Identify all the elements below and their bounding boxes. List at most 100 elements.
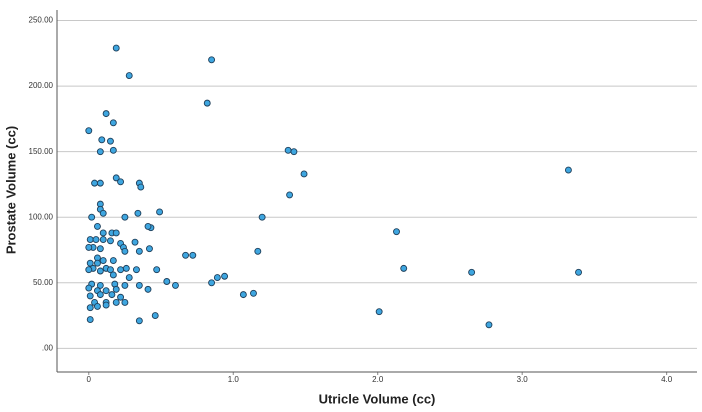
point	[208, 279, 216, 287]
point	[85, 284, 93, 292]
point	[96, 148, 104, 156]
point	[102, 110, 110, 118]
point	[135, 281, 143, 289]
point	[137, 183, 145, 191]
point	[86, 304, 94, 312]
point	[125, 72, 133, 80]
y-tick-label: .00	[42, 344, 54, 353]
point	[85, 266, 93, 274]
point	[131, 238, 139, 246]
y-axis-title: Prostate Volume (cc)	[3, 126, 18, 254]
point	[121, 247, 129, 255]
point	[117, 178, 125, 186]
point	[107, 266, 114, 274]
point	[125, 274, 133, 282]
point	[109, 146, 117, 154]
point	[112, 44, 120, 52]
point	[468, 268, 476, 276]
x-tick-label: 0	[87, 375, 92, 384]
point	[146, 245, 153, 253]
point	[86, 292, 94, 300]
point	[112, 174, 120, 182]
y-tick-label: 100.00	[29, 212, 54, 221]
point	[134, 209, 142, 217]
point	[156, 208, 164, 216]
point	[102, 287, 110, 295]
y-tick-label: 200.00	[29, 81, 54, 90]
point	[94, 302, 101, 310]
point	[213, 274, 221, 282]
point	[99, 209, 107, 217]
point	[239, 291, 247, 299]
point	[182, 251, 190, 259]
point	[122, 264, 130, 272]
point	[109, 119, 117, 127]
point	[96, 267, 104, 275]
point	[258, 213, 266, 221]
point	[284, 146, 292, 154]
point	[86, 236, 94, 243]
x-tick-label: 2.0	[372, 375, 384, 384]
y-tick-label: 150.00	[29, 147, 54, 156]
point	[109, 257, 117, 264]
point	[203, 99, 211, 107]
point	[96, 291, 104, 299]
point	[85, 243, 93, 251]
point	[250, 289, 257, 297]
point	[153, 266, 161, 274]
y-tick-label: 250.00	[29, 16, 54, 25]
point	[151, 312, 159, 320]
point	[117, 266, 125, 274]
point	[144, 285, 152, 293]
point	[121, 281, 129, 289]
point	[117, 293, 125, 301]
point	[92, 236, 100, 243]
point	[112, 299, 120, 306]
point	[102, 301, 110, 309]
point	[189, 251, 197, 259]
point	[286, 191, 294, 199]
point	[121, 299, 129, 306]
point	[172, 281, 179, 289]
point	[300, 170, 308, 178]
point	[85, 127, 93, 135]
point	[254, 247, 262, 255]
point	[96, 245, 104, 253]
point	[96, 179, 104, 187]
point	[290, 148, 298, 156]
point	[94, 259, 101, 267]
point	[112, 285, 120, 293]
point	[108, 291, 116, 299]
point	[485, 321, 493, 329]
x-tick-label: 3.0	[517, 375, 529, 384]
y-tick-label: 50.00	[33, 278, 54, 287]
point	[133, 266, 140, 274]
point	[98, 136, 106, 144]
point	[99, 236, 107, 243]
point	[94, 222, 101, 230]
point	[88, 213, 96, 221]
point	[91, 179, 99, 187]
point	[208, 56, 216, 64]
point	[96, 281, 104, 289]
point	[375, 308, 383, 316]
point	[86, 316, 94, 323]
point	[135, 247, 143, 255]
x-tick-label: 4.0	[661, 375, 673, 384]
x-tick-label: 1.0	[228, 375, 240, 384]
point	[163, 278, 171, 285]
point	[112, 229, 120, 237]
point	[564, 166, 572, 174]
point	[99, 229, 107, 237]
point	[135, 317, 143, 325]
point	[107, 237, 114, 245]
point	[99, 257, 107, 264]
point	[393, 228, 400, 236]
point	[109, 271, 117, 279]
point	[144, 222, 152, 230]
x-axis-title: Utricle Volume (cc)	[319, 391, 436, 406]
point	[86, 259, 94, 267]
point	[221, 272, 229, 280]
point	[107, 137, 114, 145]
